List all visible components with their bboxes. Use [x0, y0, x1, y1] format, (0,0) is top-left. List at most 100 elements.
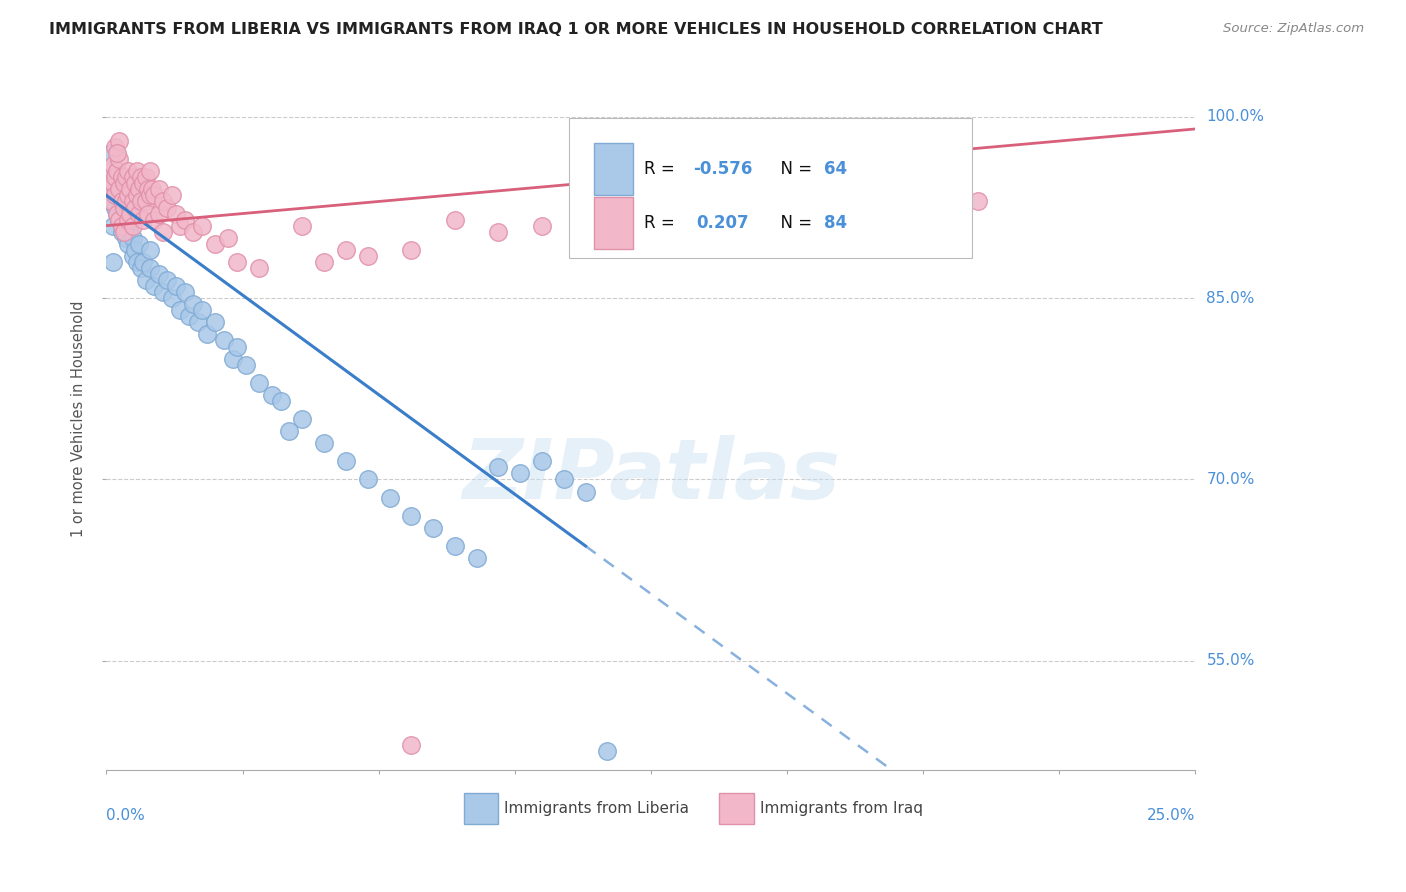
- Point: [183, 297, 205, 311]
- Point: [444, 212, 467, 227]
- Point: [835, 188, 858, 202]
- Point: [108, 188, 131, 202]
- Point: [104, 201, 127, 215]
- Point: [124, 177, 146, 191]
- Point: [378, 491, 401, 505]
- Point: [111, 219, 134, 233]
- Point: [105, 164, 128, 178]
- Point: [108, 212, 131, 227]
- Text: 70.0%: 70.0%: [1206, 472, 1254, 487]
- Point: [530, 454, 553, 468]
- Point: [879, 177, 901, 191]
- Point: [125, 188, 148, 202]
- Point: [270, 393, 292, 408]
- Point: [112, 194, 135, 209]
- Point: [111, 194, 134, 209]
- Point: [112, 225, 135, 239]
- Point: [117, 188, 139, 202]
- Point: [314, 436, 336, 450]
- Point: [278, 424, 301, 438]
- Point: [401, 243, 423, 257]
- Point: [792, 182, 814, 196]
- Point: [509, 467, 531, 481]
- Point: [191, 219, 214, 233]
- Text: R =: R =: [644, 214, 681, 232]
- Point: [128, 182, 150, 196]
- Point: [173, 285, 195, 300]
- Point: [160, 188, 183, 202]
- Point: [401, 508, 423, 523]
- Point: [100, 194, 122, 209]
- Point: [748, 182, 770, 196]
- Point: [335, 454, 357, 468]
- Point: [465, 551, 488, 566]
- Point: [120, 182, 142, 196]
- Text: 64: 64: [824, 160, 848, 178]
- Point: [152, 285, 174, 300]
- Point: [574, 484, 596, 499]
- Text: 25.0%: 25.0%: [1147, 808, 1195, 823]
- Point: [143, 212, 166, 227]
- Text: N =: N =: [769, 214, 817, 232]
- Point: [111, 170, 134, 185]
- Point: [204, 236, 226, 251]
- Point: [100, 194, 122, 209]
- Point: [291, 219, 314, 233]
- Point: [108, 212, 131, 227]
- Text: -0.576: -0.576: [693, 160, 752, 178]
- Point: [121, 194, 143, 209]
- Point: [187, 315, 209, 329]
- Point: [195, 327, 218, 342]
- Point: [183, 225, 205, 239]
- Point: [704, 188, 727, 202]
- FancyBboxPatch shape: [464, 793, 498, 823]
- Point: [135, 273, 157, 287]
- Point: [117, 212, 139, 227]
- Point: [148, 267, 170, 281]
- Point: [136, 206, 159, 220]
- Point: [357, 473, 380, 487]
- Text: 0.0%: 0.0%: [107, 808, 145, 823]
- Point: [117, 212, 139, 227]
- Point: [120, 219, 142, 233]
- Point: [129, 260, 152, 275]
- Text: Source: ZipAtlas.com: Source: ZipAtlas.com: [1223, 22, 1364, 36]
- Point: [139, 188, 162, 202]
- Point: [105, 206, 128, 220]
- Point: [148, 182, 170, 196]
- Point: [97, 170, 120, 185]
- Point: [139, 164, 162, 178]
- Point: [617, 206, 640, 220]
- Point: [128, 236, 150, 251]
- Point: [104, 182, 127, 196]
- Point: [486, 460, 509, 475]
- Point: [401, 739, 423, 753]
- Point: [124, 201, 146, 215]
- FancyBboxPatch shape: [595, 143, 634, 194]
- Point: [143, 279, 166, 293]
- Point: [165, 279, 187, 293]
- Point: [112, 177, 135, 191]
- Point: [104, 170, 127, 185]
- Point: [235, 358, 257, 372]
- Point: [152, 225, 174, 239]
- Text: 85.0%: 85.0%: [1206, 291, 1254, 306]
- Point: [169, 303, 191, 318]
- Point: [115, 194, 138, 209]
- Point: [112, 219, 135, 233]
- Point: [173, 212, 195, 227]
- Text: ZIPatlas: ZIPatlas: [463, 434, 839, 516]
- Point: [108, 134, 131, 148]
- Point: [132, 255, 155, 269]
- Point: [115, 170, 138, 185]
- Point: [486, 225, 509, 239]
- Point: [222, 351, 245, 366]
- Point: [553, 473, 575, 487]
- Point: [121, 249, 143, 263]
- Point: [117, 236, 139, 251]
- Point: [139, 260, 162, 275]
- Point: [357, 249, 380, 263]
- Point: [105, 146, 128, 161]
- Point: [260, 388, 283, 402]
- Point: [121, 219, 143, 233]
